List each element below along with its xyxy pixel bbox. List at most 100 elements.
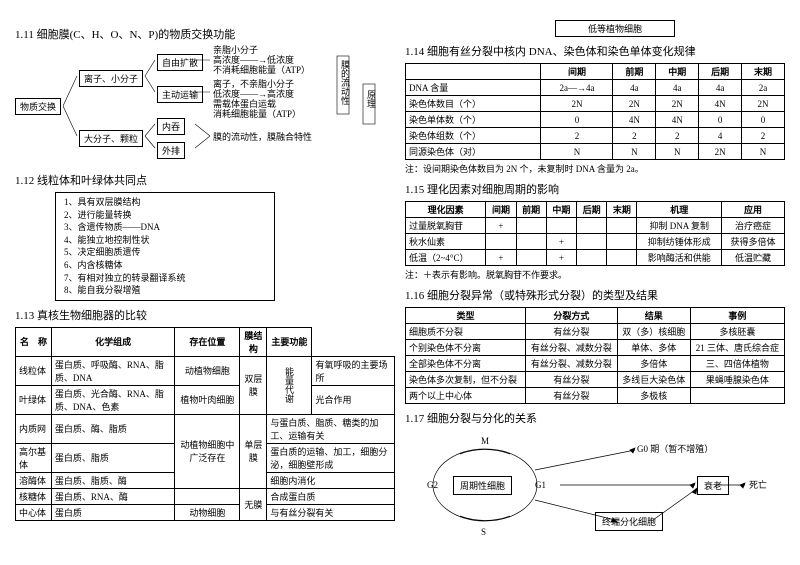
s115-table: 理化因素间期前期中期后期末期机理应用过量脱氧胸苷+抑制 DNA 复制治疗癌症秋水…: [405, 201, 785, 266]
cell: 果蝇唾腺染色体: [690, 372, 784, 388]
cell: 多线巨大染色体: [617, 372, 690, 388]
s116-table: 类型分裂方式结果事例细胞质不分裂有丝分裂双（多）核细胞多核胚囊个别染色体不分离有…: [405, 307, 785, 404]
cell: 0: [742, 112, 785, 128]
cell: +: [486, 218, 516, 234]
table-row: 全部染色体不分离有丝分裂、减数分裂多倍体三、四倍体植物: [406, 356, 785, 372]
col-header: 前期: [613, 64, 656, 80]
table-row: 两个以上中心体有丝分裂多极核: [406, 388, 785, 404]
cell: 多倍体: [617, 356, 690, 372]
table-row: 染色体组数（个）22242: [406, 128, 785, 144]
table-row: 低温（2~4°C）++影响酶活和供能低温贮藏: [406, 250, 785, 266]
side2: 原理: [365, 90, 378, 108]
cell: 有丝分裂: [525, 388, 617, 404]
cell: 低温（2~4°C）: [406, 250, 486, 266]
col-header: 间期: [541, 64, 613, 80]
table-row: 过量脱氧胸苷+抑制 DNA 复制治疗癌症: [406, 218, 785, 234]
cell: N: [541, 144, 613, 160]
age: 衰老: [697, 476, 729, 495]
col-header: 前期: [516, 202, 546, 218]
b2a: 内吞: [157, 118, 185, 135]
top-label: 低等植物细胞: [555, 20, 675, 37]
cell: 2a: [742, 80, 785, 96]
cell: 2: [742, 128, 785, 144]
list-item: 2、进行能量转换: [64, 209, 266, 222]
cell: 动植物细胞中广泛存在: [175, 414, 240, 488]
cell: 2a—→4a: [541, 80, 613, 96]
cell: 影响酶活和供能: [637, 250, 722, 266]
cell: 动植物细胞: [175, 356, 240, 385]
root: 物质交换: [15, 98, 61, 115]
cell: 两个以上中心体: [406, 388, 526, 404]
cell: 光合作用: [312, 385, 395, 414]
cell: 无膜: [240, 488, 267, 520]
list-item: 4、能独立地控制性状: [64, 234, 266, 247]
s113-table: 名 称化学组成存在位置膜结构主要功能线粒体蛋白质、呼吸酶、RNA、脂质、DNA动…: [15, 327, 395, 521]
t3: 膜的流动性，膜融合特性: [213, 130, 312, 143]
cell: 4a: [613, 80, 656, 96]
cell: 蛋白质、呼吸酶、RNA、脂质、DNA: [51, 356, 174, 385]
cell: 动物细胞: [175, 504, 240, 520]
g2: G2: [427, 480, 438, 490]
table-row: 染色体数目（个）2N2N2N4N2N: [406, 96, 785, 112]
cell: 有丝分裂、减数分裂: [525, 356, 617, 372]
s115-note: 注：＋表示有影响。脱氧胸苷不作要求。: [405, 268, 785, 281]
cell: 与蛋白质、脂质、糖类的加工、运输有关: [267, 414, 395, 443]
list-item: 6、内含核糖体: [64, 259, 266, 272]
cell: [516, 218, 546, 234]
cell: 合成蛋白质: [267, 488, 395, 504]
col-header: 末期: [607, 202, 637, 218]
cell: 4N: [613, 112, 656, 128]
table-row: 个别染色体不分离有丝分裂、减数分裂单体、多体21 三体、唐氏综合症: [406, 340, 785, 356]
cell: 有丝分裂: [525, 372, 617, 388]
cell: 低温贮藏: [722, 250, 785, 266]
cell: 2N: [541, 96, 613, 112]
s114-note: 注：设间期染色体数目为 2N 个，未复制时 DNA 含量为 2a。: [405, 162, 785, 175]
cell: 化学组成: [51, 327, 174, 356]
cell: 染色体组数（个）: [406, 128, 541, 144]
cell: 2: [541, 128, 613, 144]
cell: 蛋白质、脂质: [51, 443, 174, 472]
col-header: 末期: [742, 64, 785, 80]
cell: 膜结构: [240, 327, 267, 356]
cell: [607, 218, 637, 234]
s116-title: 1.16 细胞分裂异常（或特殊形式分裂）的类型及结果: [405, 287, 785, 303]
cell: 2: [656, 128, 699, 144]
cell: 2N: [699, 144, 742, 160]
cell: 个别染色体不分离: [406, 340, 526, 356]
col-header: 间期: [486, 202, 516, 218]
cell: 抑制纺锤体形成: [637, 234, 722, 250]
cell: [607, 250, 637, 266]
cell: 多核胚囊: [690, 324, 784, 340]
list-item: 8、能自我分裂增殖: [64, 284, 266, 297]
col-header: 中期: [656, 64, 699, 80]
cell: 单体、多体: [617, 340, 690, 356]
col-header: 理化因素: [406, 202, 486, 218]
s112-list: 1、具有双层膜结构2、进行能量转换3、含遗传物质——DNA4、能独立地控制性状5…: [55, 192, 275, 301]
cell: 溶酶体: [16, 472, 52, 488]
cell: [577, 250, 607, 266]
cell: 2N: [742, 96, 785, 112]
cell: DNA 含量: [406, 80, 541, 96]
t1: 亲脂小分子 高浓度——→低浓度 不消耗细胞能量（ATP）: [213, 46, 310, 76]
g1: G1: [535, 480, 546, 490]
s111-diagram: 物质交换 离子、小分子 大分子、颗粒 自由扩散 主动运输 内吞 外排 亲脂小分子…: [15, 46, 395, 166]
list-item: 5、决定细胞质遗传: [64, 246, 266, 259]
table-row: 秋水仙素+抑制纺锤体形成获得多倍体: [406, 234, 785, 250]
cell: 4a: [699, 80, 742, 96]
side: 膜的流动性: [339, 60, 352, 105]
cell: 高尔基体: [16, 443, 52, 472]
cell: 0: [699, 112, 742, 128]
cell: 抑制 DNA 复制: [637, 218, 722, 234]
cell: 与有丝分裂有关: [267, 504, 395, 520]
col-header: 中期: [546, 202, 576, 218]
right-column: 低等植物细胞 1.14 细胞有丝分裂中核内 DNA、染色体和染色单体变化规律 间…: [405, 20, 785, 545]
cell: 获得多倍体: [722, 234, 785, 250]
cell: 叶绿体: [16, 385, 52, 414]
cell: 多极核: [617, 388, 690, 404]
s114-table: 间期前期中期后期末期DNA 含量2a—→4a4a4a4a2a染色体数目（个）2N…: [405, 63, 785, 160]
left-column: 1.11 细胞膜(C、H、O、N、P)的物质交换功能 物质交换 离子、小分子 大…: [15, 20, 395, 545]
die: 死亡: [749, 478, 767, 491]
cell: +: [546, 234, 576, 250]
cell: 有丝分裂: [525, 324, 617, 340]
s: S: [481, 527, 486, 537]
